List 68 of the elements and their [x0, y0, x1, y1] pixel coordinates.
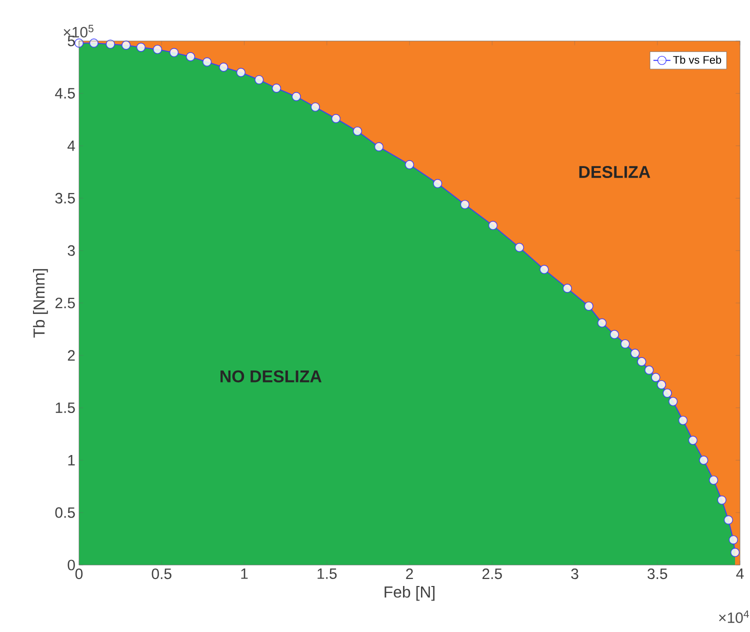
point	[630, 348, 640, 358]
y-tick-label: 4.5	[55, 88, 75, 99]
y-tick-label: 3	[68, 245, 75, 256]
point	[352, 126, 362, 136]
y-tick-label: 0.5	[55, 507, 75, 518]
x-tick-label: 0	[75, 568, 83, 580]
point	[460, 200, 470, 210]
point	[678, 416, 688, 425]
point	[620, 339, 630, 348]
point	[254, 75, 264, 84]
point	[668, 396, 678, 406]
point	[292, 92, 301, 102]
point	[699, 456, 708, 465]
point	[688, 436, 698, 445]
point	[272, 84, 282, 93]
y-axis-title: Tb [Nmm]	[33, 269, 48, 338]
point	[236, 68, 246, 77]
point	[644, 366, 654, 375]
point	[656, 380, 666, 390]
x-tick-label: 3	[571, 568, 578, 580]
point	[651, 372, 660, 382]
point	[404, 160, 414, 170]
text: ×10$^{4}$	[719, 610, 749, 623]
point	[186, 52, 196, 62]
y-tick-label: 2.5	[55, 298, 75, 308]
x-tick-label: 3.5	[648, 568, 668, 580]
x-tick-label: 1.5	[318, 568, 337, 579]
point	[597, 318, 607, 328]
point	[610, 330, 619, 339]
y-tick-label: 2	[68, 350, 75, 361]
point	[709, 476, 718, 485]
x-axis-title: Feb [N]	[384, 586, 434, 601]
point	[637, 357, 646, 366]
x-tick-label: 1	[241, 568, 248, 579]
point	[202, 57, 212, 66]
x-tick-label: 0.5	[152, 568, 172, 580]
point	[717, 495, 726, 505]
point	[310, 102, 320, 112]
point	[488, 220, 498, 230]
point	[374, 142, 384, 152]
y-tick-label: 5	[68, 36, 75, 46]
point	[662, 388, 672, 398]
point	[152, 44, 162, 54]
y-tick-label: 3.5	[55, 192, 75, 204]
point	[562, 284, 572, 293]
point	[433, 178, 442, 188]
x-tick-label: 2.5	[482, 568, 502, 580]
point	[584, 302, 594, 311]
point	[169, 48, 179, 58]
y-tick-label: 0	[68, 560, 75, 570]
y-tick-label: 4	[68, 140, 76, 151]
point	[136, 42, 146, 52]
y-tick-label: 1	[68, 455, 75, 466]
x-tick-label: 4	[736, 568, 744, 579]
annotation: NO DESLIZA	[220, 370, 322, 382]
point	[122, 40, 131, 50]
point	[730, 548, 740, 557]
y-tick-label: 1.5	[56, 402, 75, 414]
x-tick-label: 2	[406, 568, 413, 579]
point	[540, 264, 549, 274]
point	[331, 114, 340, 124]
point	[514, 242, 524, 252]
legend-label: Tb vs Feb	[673, 56, 722, 64]
point	[219, 62, 228, 72]
point	[728, 535, 738, 544]
text: ×10$^{5}$	[64, 24, 94, 38]
band-label: DESLIZA	[579, 166, 650, 178]
point	[724, 515, 733, 524]
